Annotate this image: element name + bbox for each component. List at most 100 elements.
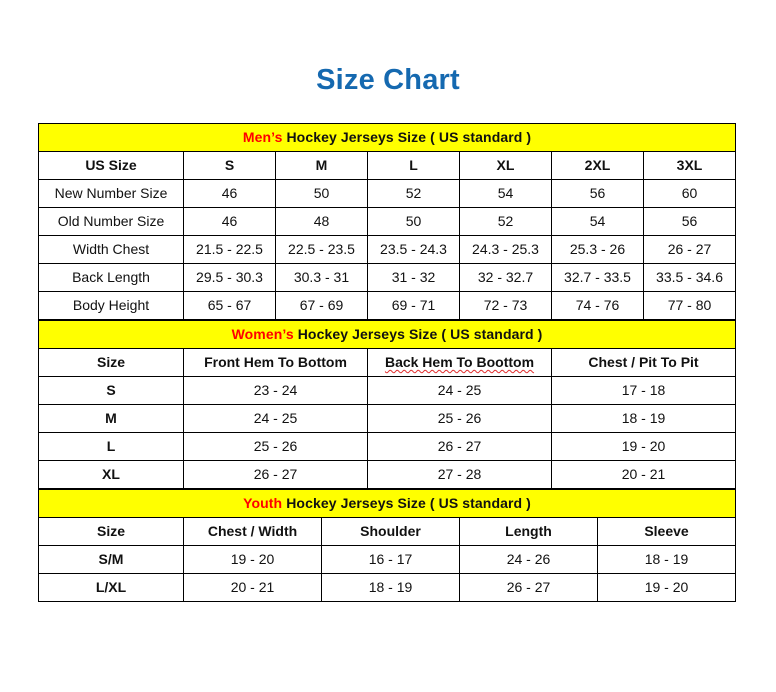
mens-cell: 54 bbox=[551, 207, 644, 236]
womens-cell: 24 - 25 bbox=[367, 376, 552, 405]
mens-cell: 52 bbox=[367, 179, 460, 208]
womens-row-label: S bbox=[38, 376, 184, 405]
table-row: L 25 - 26 26 - 27 19 - 20 bbox=[38, 432, 736, 461]
womens-banner-rest: Hockey Jerseys Size ( US standard ) bbox=[293, 325, 543, 342]
mens-size-table: Men’s Hockey Jerseys Size ( US standard … bbox=[37, 123, 737, 320]
womens-cell: 19 - 20 bbox=[551, 432, 736, 461]
womens-row-label: L bbox=[38, 432, 184, 461]
mens-row-label: Body Height bbox=[38, 291, 184, 320]
mens-col-header: 2XL bbox=[551, 151, 644, 180]
youth-header-row: Size Chest / Width Shoulder Length Sleev… bbox=[38, 517, 737, 546]
womens-cell: 20 - 21 bbox=[551, 460, 736, 489]
mens-header-row: US Size S M L XL 2XL 3XL bbox=[38, 151, 737, 180]
table-row: Old Number Size 46 48 50 52 54 56 bbox=[38, 207, 737, 236]
womens-section-banner: Women’s Hockey Jerseys Size ( US standar… bbox=[38, 320, 736, 349]
youth-cell: 18 - 19 bbox=[321, 573, 460, 602]
mens-cell: 69 - 71 bbox=[367, 291, 460, 320]
misspelled-text: Back Hem To Boottom bbox=[384, 353, 535, 370]
womens-col-header: Front Hem To Bottom bbox=[183, 348, 368, 377]
mens-col-header: M bbox=[275, 151, 368, 180]
womens-col-header: Size bbox=[38, 348, 184, 377]
mens-cell: 32 - 32.7 bbox=[459, 263, 552, 292]
youth-banner-accent: Youth bbox=[243, 494, 283, 511]
table-row: New Number Size 46 50 52 54 56 60 bbox=[38, 179, 737, 208]
page-title: Size Chart bbox=[316, 64, 460, 96]
mens-row-label: Old Number Size bbox=[38, 207, 184, 236]
mens-cell: 60 bbox=[642, 179, 737, 208]
table-row: Back Length 29.5 - 30.3 30.3 - 31 31 - 3… bbox=[38, 263, 737, 292]
table-row: Body Height 65 - 67 67 - 69 69 - 71 72 -… bbox=[38, 291, 737, 320]
youth-banner-rest: Hockey Jerseys Size ( US standard ) bbox=[282, 494, 531, 511]
youth-col-header: Length bbox=[459, 517, 598, 546]
youth-col-header: Size bbox=[38, 517, 184, 546]
mens-row-label: Width Chest bbox=[38, 235, 184, 264]
table-row: XL 26 - 27 27 - 28 20 - 21 bbox=[38, 460, 736, 489]
womens-cell: 27 - 28 bbox=[367, 460, 552, 489]
youth-cell: 24 - 26 bbox=[459, 545, 598, 574]
mens-col-header: S bbox=[183, 151, 276, 180]
womens-cell: 25 - 26 bbox=[183, 432, 368, 461]
mens-cell: 23.5 - 24.3 bbox=[367, 235, 460, 264]
mens-cell: 56 bbox=[642, 207, 737, 236]
youth-size-table: Youth Hockey Jerseys Size ( US standard … bbox=[37, 489, 737, 602]
mens-cell: 50 bbox=[275, 179, 368, 208]
mens-cell: 29.5 - 30.3 bbox=[183, 263, 276, 292]
youth-section-banner: Youth Hockey Jerseys Size ( US standard … bbox=[37, 489, 737, 518]
womens-col-header: Chest / Pit To Pit bbox=[551, 348, 736, 377]
womens-banner-accent: Women’s bbox=[231, 325, 294, 342]
womens-cell: 25 - 26 bbox=[367, 404, 552, 433]
womens-cell: 26 - 27 bbox=[367, 432, 552, 461]
youth-row-label: L/XL bbox=[38, 573, 184, 602]
mens-cell: 22.5 - 23.5 bbox=[275, 235, 368, 264]
womens-header-row: Size Front Hem To Bottom Back Hem To Boo… bbox=[38, 348, 736, 377]
womens-cell: 26 - 27 bbox=[183, 460, 368, 489]
table-row: Width Chest 21.5 - 22.5 22.5 - 23.5 23.5… bbox=[38, 235, 737, 264]
youth-cell: 20 - 21 bbox=[183, 573, 322, 602]
womens-row-label: XL bbox=[38, 460, 184, 489]
mens-cell: 30.3 - 31 bbox=[275, 263, 368, 292]
table-row: M 24 - 25 25 - 26 18 - 19 bbox=[38, 404, 736, 433]
mens-cell: 24.3 - 25.3 bbox=[459, 235, 552, 264]
mens-cell: 48 bbox=[275, 207, 368, 236]
youth-banner-row: Youth Hockey Jerseys Size ( US standard … bbox=[37, 489, 737, 518]
mens-cell: 56 bbox=[551, 179, 644, 208]
mens-cell: 54 bbox=[459, 179, 552, 208]
mens-cell: 65 - 67 bbox=[183, 291, 276, 320]
youth-col-header: Shoulder bbox=[321, 517, 460, 546]
mens-cell: 33.5 - 34.6 bbox=[642, 263, 737, 292]
mens-banner-row: Men’s Hockey Jerseys Size ( US standard … bbox=[37, 123, 737, 152]
mens-cell: 72 - 73 bbox=[459, 291, 552, 320]
mens-cell: 74 - 76 bbox=[551, 291, 644, 320]
mens-cell: 46 bbox=[183, 207, 276, 236]
womens-cell: 24 - 25 bbox=[183, 404, 368, 433]
womens-col-header-misspelled: Back Hem To Boottom bbox=[367, 348, 552, 377]
mens-cell: 25.3 - 26 bbox=[551, 235, 644, 264]
mens-row-label: Back Length bbox=[38, 263, 184, 292]
mens-cell: 31 - 32 bbox=[367, 263, 460, 292]
womens-cell: 18 - 19 bbox=[551, 404, 736, 433]
table-row: S/M 19 - 20 16 - 17 24 - 26 18 - 19 bbox=[38, 545, 737, 574]
mens-cell: 50 bbox=[367, 207, 460, 236]
table-row: S 23 - 24 24 - 25 17 - 18 bbox=[38, 376, 736, 405]
mens-col-header: XL bbox=[459, 151, 552, 180]
table-row: L/XL 20 - 21 18 - 19 26 - 27 19 - 20 bbox=[38, 573, 737, 602]
mens-banner-rest: Hockey Jerseys Size ( US standard ) bbox=[282, 128, 532, 145]
mens-cell: 21.5 - 22.5 bbox=[183, 235, 276, 264]
mens-cell: 77 - 80 bbox=[642, 291, 737, 320]
womens-cell: 23 - 24 bbox=[183, 376, 368, 405]
mens-cell: 52 bbox=[459, 207, 552, 236]
mens-cell: 32.7 - 33.5 bbox=[551, 263, 644, 292]
womens-banner-row: Women’s Hockey Jerseys Size ( US standar… bbox=[38, 320, 736, 349]
mens-cell: 26 - 27 bbox=[642, 235, 737, 264]
youth-cell: 16 - 17 bbox=[321, 545, 460, 574]
size-chart-tables: Men’s Hockey Jerseys Size ( US standard … bbox=[37, 123, 737, 602]
mens-section-banner: Men’s Hockey Jerseys Size ( US standard … bbox=[37, 123, 737, 152]
youth-col-header: Chest / Width bbox=[183, 517, 322, 546]
youth-row-label: S/M bbox=[38, 545, 184, 574]
youth-cell: 26 - 27 bbox=[459, 573, 598, 602]
mens-banner-accent: Men’s bbox=[242, 128, 283, 145]
youth-col-header: Sleeve bbox=[596, 517, 737, 546]
mens-row-label: New Number Size bbox=[38, 179, 184, 208]
mens-col-header: 3XL bbox=[642, 151, 737, 180]
